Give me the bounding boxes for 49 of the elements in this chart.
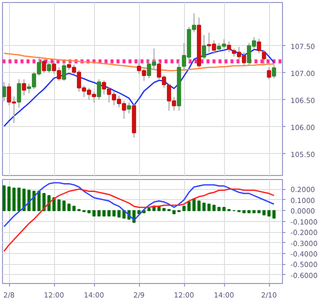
candlestick <box>226 40 232 53</box>
candlestick <box>202 34 206 60</box>
candlestick <box>266 66 272 80</box>
candlestick <box>2 81 6 102</box>
bar <box>72 206 76 212</box>
bar <box>217 206 221 212</box>
line-series <box>3 188 275 252</box>
bar <box>212 204 216 212</box>
candlestick <box>272 64 276 79</box>
candlestick <box>46 60 52 74</box>
bar <box>97 210 101 216</box>
bar <box>107 210 111 216</box>
bar <box>187 202 191 212</box>
bar <box>207 204 211 212</box>
bar <box>87 210 91 214</box>
bar <box>12 188 16 212</box>
bar <box>162 208 166 212</box>
bar <box>2 185 6 212</box>
bar <box>62 200 66 212</box>
candlestick <box>256 38 262 54</box>
bar <box>182 206 186 212</box>
bar <box>267 210 271 216</box>
bar <box>252 210 256 214</box>
bar <box>242 210 246 214</box>
candlestick <box>62 61 66 82</box>
bar <box>92 210 96 216</box>
bar <box>112 210 116 216</box>
bar <box>147 208 151 212</box>
candlestick <box>22 78 26 96</box>
candlestick <box>16 78 22 108</box>
bar <box>102 210 106 216</box>
bar <box>202 202 206 212</box>
bar <box>247 210 251 214</box>
bar <box>197 200 201 212</box>
bar <box>222 206 226 212</box>
candlestick <box>262 50 266 66</box>
bar <box>272 210 276 219</box>
candlestick <box>96 78 102 100</box>
bar <box>117 210 121 218</box>
bar <box>67 204 71 212</box>
bar <box>257 210 261 214</box>
bar <box>172 210 176 214</box>
bar <box>17 188 21 212</box>
candlestick <box>126 102 132 114</box>
bar <box>57 199 61 212</box>
bar <box>262 210 266 216</box>
line-series <box>3 182 275 228</box>
bar <box>7 186 11 212</box>
candlestick <box>42 58 46 74</box>
